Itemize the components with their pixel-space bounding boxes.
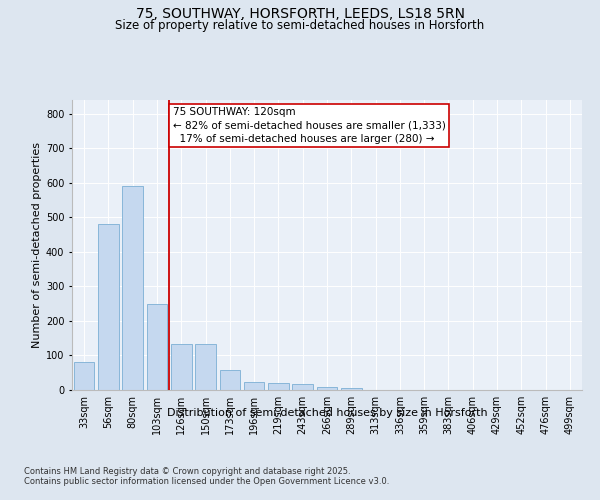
Text: Contains HM Land Registry data © Crown copyright and database right 2025.: Contains HM Land Registry data © Crown c… (24, 467, 350, 476)
Bar (317, 387, 337, 390)
Text: 75, SOUTHWAY, HORSFORTH, LEEDS, LS18 5RN: 75, SOUTHWAY, HORSFORTH, LEEDS, LS18 5RN (136, 8, 464, 22)
Text: 75 SOUTHWAY: 120sqm
← 82% of semi-detached houses are smaller (1,333)
  17% of s: 75 SOUTHWAY: 120sqm ← 82% of semi-detach… (173, 108, 446, 144)
Y-axis label: Number of semi-detached properties: Number of semi-detached properties (32, 142, 41, 348)
Bar (341, 388, 362, 390)
Bar (98, 224, 119, 390)
Bar (195, 344, 216, 390)
Bar (171, 344, 191, 390)
Text: Contains public sector information licensed under the Open Government Licence v3: Contains public sector information licen… (24, 477, 389, 486)
Bar (220, 370, 240, 390)
Bar (146, 304, 167, 390)
Bar (244, 382, 265, 390)
Bar (122, 186, 143, 390)
Bar (74, 362, 94, 390)
Text: Distribution of semi-detached houses by size in Horsforth: Distribution of semi-detached houses by … (167, 408, 487, 418)
Bar (292, 384, 313, 390)
Bar (268, 383, 289, 390)
Text: Size of property relative to semi-detached houses in Horsforth: Size of property relative to semi-detach… (115, 19, 485, 32)
